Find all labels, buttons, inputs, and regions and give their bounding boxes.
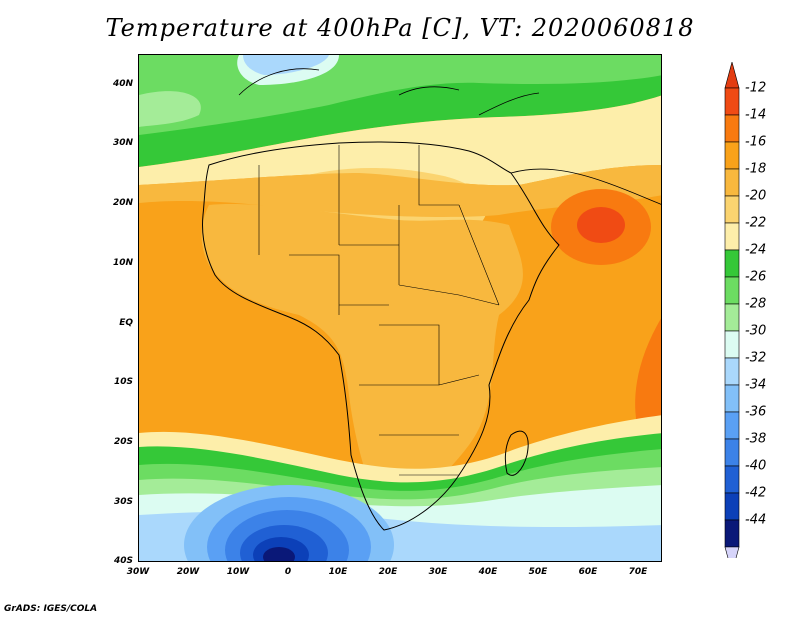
colorbar-label: -20 <box>745 188 767 204</box>
colorbar-label: -32 <box>745 350 767 366</box>
lat-label: 20N <box>112 198 133 208</box>
colorbar-label: -38 <box>745 431 767 447</box>
colorbar-segment <box>724 411 740 440</box>
temperature-map <box>138 54 662 562</box>
colorbar-label: -14 <box>745 107 767 123</box>
lon-label: 20E <box>378 567 398 577</box>
colorbar-top-arrow <box>724 62 740 89</box>
colorbar-segment <box>724 141 740 170</box>
lat-label: 10S <box>113 377 133 387</box>
lon-label: 10E <box>328 567 348 577</box>
colorbar-label: -30 <box>745 323 767 339</box>
lat-label: EQ <box>119 318 133 328</box>
colorbar-segment <box>724 438 740 467</box>
colorbar-segment <box>724 114 740 143</box>
colorbar-segment <box>724 465 740 494</box>
colorbar-label: -40 <box>745 458 767 474</box>
colorbar-segment <box>724 276 740 305</box>
lon-label: 30E <box>428 567 448 577</box>
colorbar-segment <box>724 168 740 197</box>
temperature-field <box>139 55 661 561</box>
colorbar-label: -28 <box>745 296 767 312</box>
colorbar-label: -12 <box>745 80 767 96</box>
lat-label: 10N <box>112 258 133 268</box>
colorbar-segment <box>724 87 740 116</box>
lon-label: 20W <box>176 567 200 577</box>
lat-label: 30S <box>113 497 133 507</box>
colorbar-segment <box>724 357 740 386</box>
colorbar-segment <box>724 384 740 413</box>
colorbar-label: -34 <box>745 377 767 393</box>
colorbar-label: -16 <box>745 134 767 150</box>
colorbar-label: -24 <box>745 242 767 258</box>
lon-label: 50E <box>528 567 548 577</box>
lat-label: 30N <box>112 138 133 148</box>
footer-credit: GrADS: IGES/COLA <box>4 604 98 614</box>
colorbar-segment <box>724 492 740 521</box>
colorbar-label: -18 <box>745 161 767 177</box>
colorbar-segment <box>724 249 740 278</box>
map-title: Temperature at 400hPa [C], VT: 202006081… <box>105 14 695 42</box>
lon-label: 40E <box>478 567 498 577</box>
colorbar-segment <box>724 519 740 548</box>
colorbar-label: -44 <box>745 512 767 528</box>
colorbar-label: -26 <box>745 269 767 285</box>
colorbar-segment <box>724 222 740 251</box>
colorbar-segment <box>724 330 740 359</box>
lon-label: 60E <box>578 567 598 577</box>
lon-label: 70E <box>628 567 648 577</box>
lon-label: 0 <box>284 567 292 577</box>
colorbar-label: -36 <box>745 404 767 420</box>
colorbar-segment <box>724 303 740 332</box>
lat-label: 40S <box>113 556 133 566</box>
lat-label: 40N <box>112 79 133 89</box>
colorbar-label: -22 <box>745 215 767 231</box>
lon-label: 10W <box>226 567 250 577</box>
lat-label: 20S <box>113 437 133 447</box>
colorbar-label: -42 <box>745 485 767 501</box>
lon-label: 30W <box>126 567 150 577</box>
colorbar-segment <box>724 195 740 224</box>
colorbar-bottom-arrow <box>724 546 740 558</box>
colorbar <box>724 62 740 558</box>
